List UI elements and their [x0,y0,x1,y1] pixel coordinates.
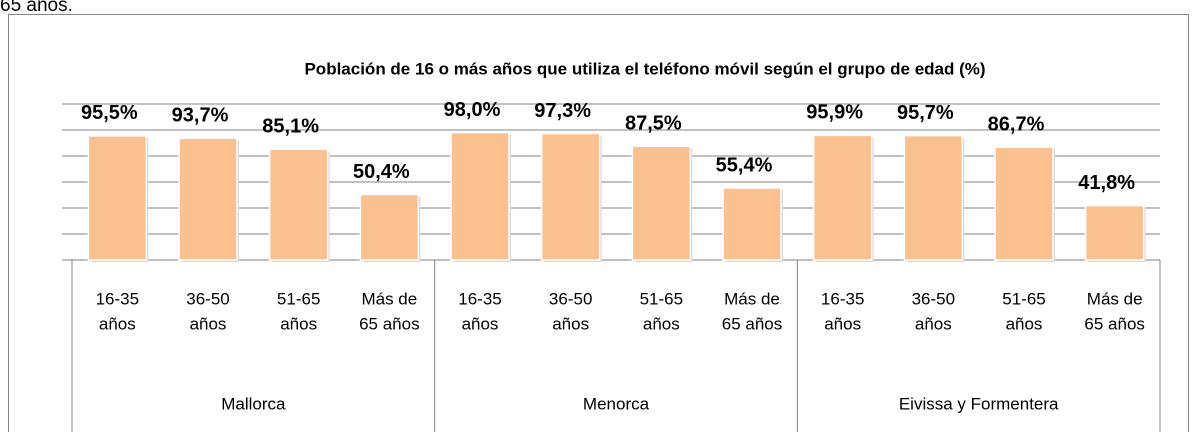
data-label: 87,5% [625,113,682,135]
data-label: 95,5% [81,102,138,124]
bar [994,146,1054,261]
x-tick-label: años [99,314,136,333]
x-tick-label: 36-50 [912,289,955,308]
chart-frame [8,14,1189,432]
x-tick-label: 65 años [722,314,783,333]
x-tick-label: años [915,314,952,333]
data-label: 41,8% [1078,172,1135,194]
x-tick-label: Más de [361,289,417,308]
x-tick-label: 16-35 [821,289,864,308]
bar [722,187,782,261]
bar [87,135,148,261]
x-tick-label: 36-50 [549,289,592,308]
x-tick-label: años [280,314,317,333]
bar [268,148,329,261]
data-label: 93,7% [172,104,229,126]
bar [359,193,420,261]
bar [450,131,510,261]
bar [1084,204,1145,261]
x-tick-label: 16-35 [458,289,501,308]
x-tick-label: 65 años [359,314,420,333]
x-tick-label: 51-65 [640,289,683,308]
x-tick-label: Más de [724,289,780,308]
bar [540,132,601,261]
bar [903,134,964,261]
data-label: 50,4% [353,161,410,183]
chart-title: Población de 16 o más años que utiliza e… [304,59,985,78]
x-tick-label: 65 años [1084,314,1145,333]
x-tick-label: años [462,314,499,333]
data-label: 86,7% [988,114,1045,136]
bar [178,137,238,261]
group-label: Menorca [583,394,650,413]
x-tick-label: años [1006,314,1043,333]
data-label: 85,1% [262,116,319,138]
page-text: 65 años. [0,0,73,16]
x-tick-label: años [552,314,589,333]
bar [631,145,692,261]
x-tick-label: años [643,314,680,333]
x-tick-label: 16-35 [96,289,139,308]
x-tick-label: 36-50 [186,289,229,308]
data-label: 98,0% [444,99,501,121]
data-label: 95,7% [897,102,954,124]
data-label: 97,3% [534,100,591,122]
x-tick-label: años [190,314,227,333]
x-tick-label: años [824,314,861,333]
data-label: 95,9% [806,102,863,124]
x-tick-label: 51-65 [1002,289,1045,308]
x-tick-label: 51-65 [277,289,320,308]
group-label: Mallorca [221,394,286,413]
data-label: 55,4% [716,154,773,176]
bar [812,134,873,261]
x-tick-label: Más de [1087,289,1143,308]
group-label: Eivissa y Formentera [899,394,1059,413]
